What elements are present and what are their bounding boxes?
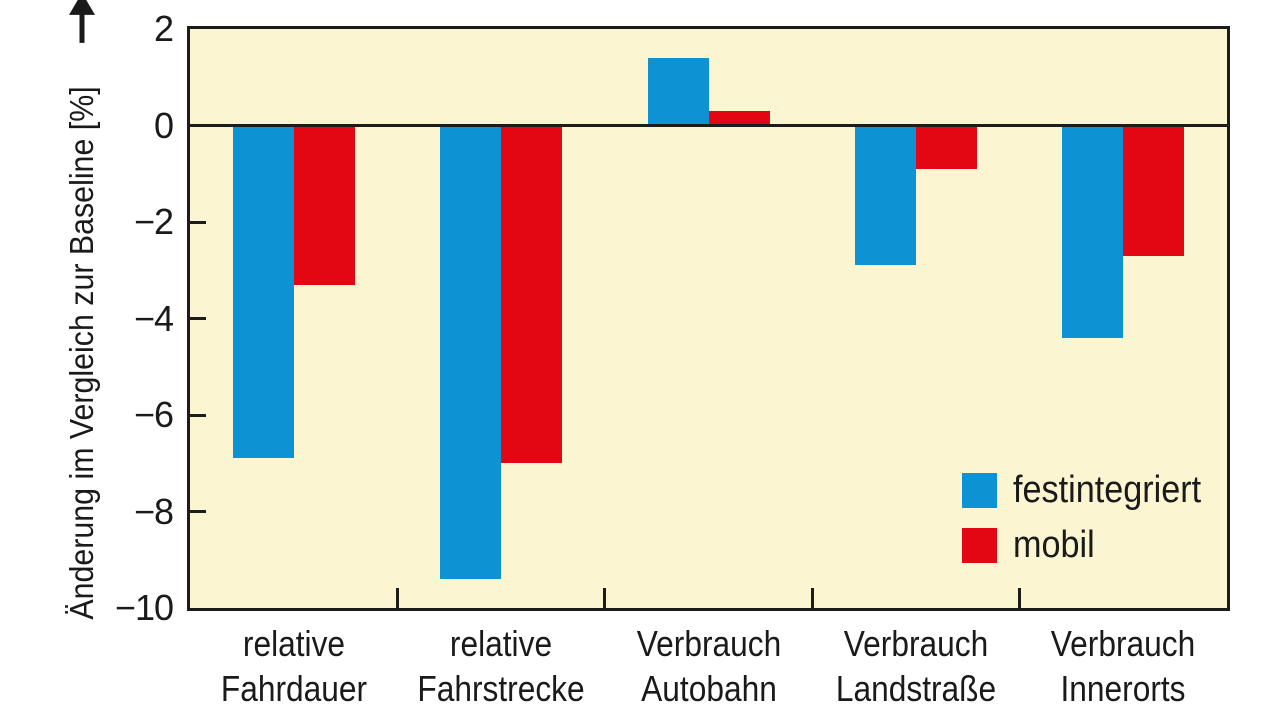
festintegriert-color-swatch	[962, 472, 997, 508]
x-tick-4	[1018, 588, 1022, 608]
legend-item-mobil: mobil	[962, 526, 1222, 564]
x-category-label-2: Verbrauch Autobahn	[636, 623, 781, 709]
x-category-label-1: relative Fahrstrecke	[417, 623, 585, 709]
x-tick-1	[395, 588, 399, 608]
x-category-label-3: Verbrauch Landstraße	[835, 623, 997, 709]
bar-mobil-3	[915, 125, 977, 169]
bar-mobil-0	[293, 125, 355, 285]
legend-label-festintegriert: festintegriert	[1013, 469, 1202, 511]
x-category-label-4: Verbrauch Innerorts	[1051, 623, 1196, 709]
legend-label-mobil: mobil	[1013, 524, 1095, 566]
up-arrow-icon	[69, 0, 95, 44]
y-tick-label--2: −2	[133, 201, 174, 242]
y-tick-label-2: 2	[153, 8, 174, 49]
y-axis-label: Änderung im Vergleich zur Baseline [%]	[63, 0, 101, 643]
y-tick-label--6: −6	[133, 394, 174, 435]
bar-festintegriert-0	[232, 125, 294, 459]
mobil-color-swatch	[962, 527, 997, 563]
bar-mobil-2	[708, 111, 770, 126]
legend-item-festintegriert: festintegriert	[962, 471, 1222, 509]
zero-baseline	[190, 124, 1227, 127]
y-tick-label-0: 0	[153, 104, 174, 146]
bar-festintegriert-3	[854, 125, 916, 266]
y-tick-label--8: −8	[133, 490, 174, 532]
bar-festintegriert-4	[1062, 125, 1124, 338]
x-category-label-0: relative Fahrdauer	[220, 623, 367, 709]
x-tick-3	[810, 588, 814, 608]
bar-mobil-4	[1123, 125, 1185, 256]
x-tick-2	[603, 588, 607, 608]
bar-mobil-1	[501, 125, 563, 464]
bar-festintegriert-2	[647, 57, 709, 126]
y-tick--6	[190, 413, 206, 417]
y-tick--8	[190, 510, 206, 513]
y-tick--4	[190, 317, 206, 320]
y-tick--2	[190, 220, 206, 224]
plot-area: festintegriert mobil	[187, 26, 1230, 611]
y-axis-label-text: Änderung im Vergleich zur Baseline [%]	[63, 86, 100, 620]
bar-festintegriert-1	[440, 125, 502, 580]
y-tick-label--10: −10	[114, 587, 174, 628]
legend: festintegriert mobil	[962, 471, 1222, 564]
y-tick-label--4: −4	[133, 297, 174, 339]
